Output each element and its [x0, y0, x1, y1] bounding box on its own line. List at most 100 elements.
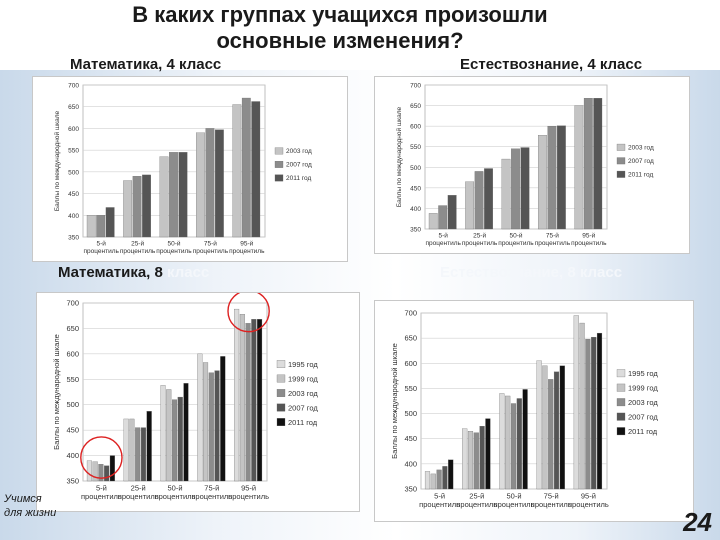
legend-swatch — [616, 143, 626, 151]
y-tick-label: 500 — [68, 169, 79, 176]
slide-title-line2: основные изменения? — [216, 28, 464, 53]
bar — [104, 465, 110, 482]
bar — [183, 383, 189, 482]
legend-label: 2007 год — [288, 403, 318, 412]
chart-math-grade8: 350 400 450 500 550 600 650 700 Баллы по междуна… — [52, 293, 318, 501]
bar — [205, 128, 215, 238]
x-tick-label: 5-й — [434, 492, 445, 501]
y-tick-label: 700 — [404, 309, 417, 318]
bar — [424, 471, 431, 490]
bar — [129, 418, 135, 482]
bar — [428, 213, 438, 230]
chart-panel-science8: 350 400 450 500 550 600 650 700 Баллы по междуна… — [374, 300, 694, 522]
x-tick-label: 50-й — [509, 232, 522, 240]
bar — [473, 432, 479, 490]
legend-swatch — [616, 369, 626, 378]
chart-panel-math4: 350 400 450 500 550 600 650 700 Баллы по междуна… — [32, 76, 348, 262]
x-tick-label: процентиль — [571, 240, 607, 247]
bar — [123, 180, 133, 238]
legend-swatch — [274, 174, 284, 182]
bar — [553, 371, 560, 490]
x-tick-label: 75-й — [546, 232, 559, 240]
bar — [86, 215, 96, 238]
y-tick-label: 400 — [68, 213, 79, 220]
bar — [166, 389, 172, 482]
bar — [251, 319, 257, 482]
bar — [573, 315, 579, 490]
bar — [214, 129, 224, 238]
legend-label: 2011 год — [628, 427, 658, 436]
bar — [436, 469, 442, 490]
footer-slogan-line1: Учимся — [4, 493, 42, 505]
x-tick-label: процентиль — [462, 240, 498, 247]
bar — [438, 205, 448, 230]
x-tick-label: процентиль — [120, 248, 156, 255]
x-tick-label: процентиль — [531, 500, 572, 509]
y-tick-label: 450 — [404, 434, 417, 443]
y-tick-label: 500 — [404, 409, 417, 418]
chart-panel-math8: 350 400 450 500 550 600 650 700 Баллы по междуна… — [36, 292, 360, 512]
bar — [234, 308, 240, 482]
x-tick-label: процентиль — [419, 500, 460, 509]
legend-swatch — [274, 161, 284, 168]
bar — [92, 461, 98, 482]
x-tick-label: процентиль — [494, 500, 535, 509]
legend-label: 2011 год — [628, 172, 653, 179]
bar — [257, 319, 263, 482]
bar — [462, 428, 468, 490]
bar — [239, 314, 245, 482]
bar — [474, 171, 484, 230]
x-tick-label: процентиль — [83, 248, 119, 255]
y-tick-label: 500 — [410, 165, 421, 172]
x-tick-label: процентиль — [425, 240, 461, 247]
x-tick-label: 95-й — [241, 484, 256, 493]
highlight-circle — [80, 436, 123, 479]
bar — [516, 398, 522, 490]
y-tick-label: 700 — [68, 83, 79, 90]
bar — [484, 168, 493, 230]
legend-swatch — [616, 170, 626, 178]
bar — [142, 174, 151, 238]
legend-swatch — [616, 398, 626, 407]
bar — [245, 323, 251, 482]
bar — [109, 455, 115, 482]
bar — [499, 393, 505, 490]
footer-slogan-line2: для жизни — [4, 507, 57, 519]
bar — [214, 370, 220, 482]
bar — [178, 152, 188, 238]
bar — [203, 362, 209, 482]
bar — [591, 336, 597, 490]
y-tick-label: 350 — [404, 485, 417, 494]
x-tick-label: процентиль — [535, 240, 571, 247]
bar — [447, 195, 457, 230]
x-tick-label: процентиль — [229, 248, 265, 255]
legend-label: 1999 год — [288, 374, 318, 383]
bar — [501, 158, 511, 230]
bar — [585, 338, 591, 490]
x-tick-label: процентиль — [156, 248, 192, 255]
y-tick-label: 350 — [68, 235, 79, 242]
bar — [542, 365, 548, 490]
bar — [430, 473, 436, 490]
bar — [132, 176, 142, 238]
legend-swatch — [616, 383, 626, 392]
footer-slogan: Учимся для жизни — [4, 492, 56, 520]
legend-swatch — [276, 403, 286, 412]
legend-swatch — [276, 360, 286, 368]
legend-label: 2011 год — [288, 418, 318, 427]
x-tick-label: 50-й — [167, 484, 182, 493]
x-tick-label: 95-й — [581, 492, 596, 501]
y-tick-label: 650 — [404, 334, 417, 343]
y-tick-label: 650 — [66, 324, 79, 333]
chart-math-grade4: 350 400 450 500 550 600 650 700 Баллы по междуна… — [53, 83, 312, 256]
x-tick-label: 5-й — [96, 240, 106, 248]
bar — [465, 181, 475, 230]
x-tick-label: процентиль — [568, 500, 609, 509]
legend-label: 2007 год — [628, 412, 658, 421]
bar — [86, 460, 92, 482]
x-tick-label: процентиль — [81, 492, 122, 501]
y-tick-label: 550 — [410, 144, 421, 151]
x-tick-label: 5-й — [96, 484, 107, 493]
y-tick-label: 450 — [410, 185, 421, 192]
chart-panel-science4: 350 400 450 500 550 600 650 700 Баллы по междуна… — [374, 76, 690, 254]
